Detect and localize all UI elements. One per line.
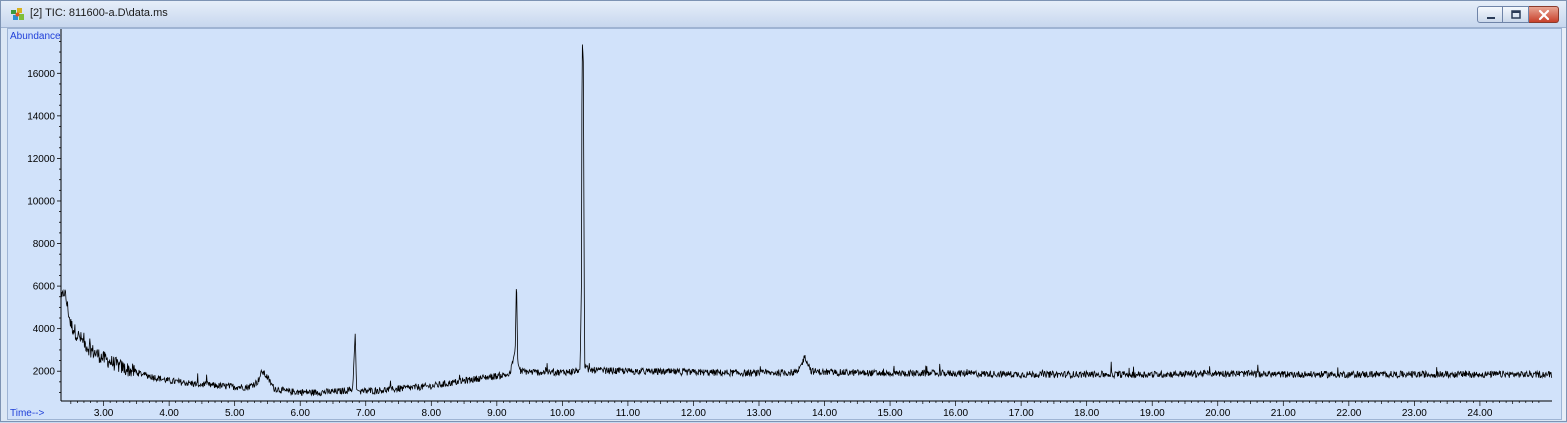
x-tick-label: 9.00 [487,408,507,419]
close-icon [1538,9,1550,21]
x-tick-label: 17.00 [1009,408,1034,419]
close-button[interactable] [1529,6,1559,23]
x-tick-label: 19.00 [1140,408,1165,419]
x-tick-label: 21.00 [1271,408,1296,419]
x-tick-label: 16.00 [943,408,968,419]
x-tick-label: 5.00 [225,408,245,419]
x-tick-label: 18.00 [1074,408,1099,419]
y-tick-label: 12000 [27,154,55,165]
y-tick-label: 16000 [27,69,55,80]
maximize-button[interactable] [1503,6,1529,23]
tic-trace-line [60,44,1553,397]
x-tick-label: 20.00 [1205,408,1230,419]
x-tick-label: 10.00 [550,408,575,419]
minimize-button[interactable] [1477,6,1503,23]
x-tick-label: 24.00 [1467,408,1492,419]
x-tick-label: 12.00 [681,408,706,419]
x-tick-label: 6.00 [290,408,310,419]
x-tick-label: 14.00 [812,408,837,419]
y-tick-label: 8000 [33,239,56,250]
title-bar[interactable]: [2] TIC: 811600-a.D\data.ms [1,1,1566,28]
x-tick-label: 8.00 [422,408,442,419]
maximize-icon [1511,10,1521,19]
x-tick-label: 22.00 [1336,408,1361,419]
y-tick-label: 10000 [27,196,55,207]
x-axis-title: Time--> [10,408,45,419]
chromatogram-app-icon [11,8,24,20]
window-title: [2] TIC: 811600-a.D\data.ms [30,7,168,19]
x-tick-label: 15.00 [878,408,903,419]
x-tick-label: 23.00 [1402,408,1427,419]
minimize-icon [1487,17,1495,19]
y-tick-label: 14000 [27,111,55,122]
x-tick-label: 13.00 [746,408,771,419]
x-tick-label: 11.00 [616,408,641,419]
x-tick-label: 3.00 [94,408,114,419]
x-tick-label: 4.00 [159,408,179,419]
y-tick-label: 6000 [33,282,56,293]
x-tick-label: 7.00 [356,408,376,419]
plot-area[interactable] [7,28,1562,420]
y-tick-label: 4000 [33,324,56,335]
y-tick-label: 2000 [33,367,56,378]
right-edge-strip [1562,28,1566,420]
y-axis-title: Abundance [10,31,61,42]
